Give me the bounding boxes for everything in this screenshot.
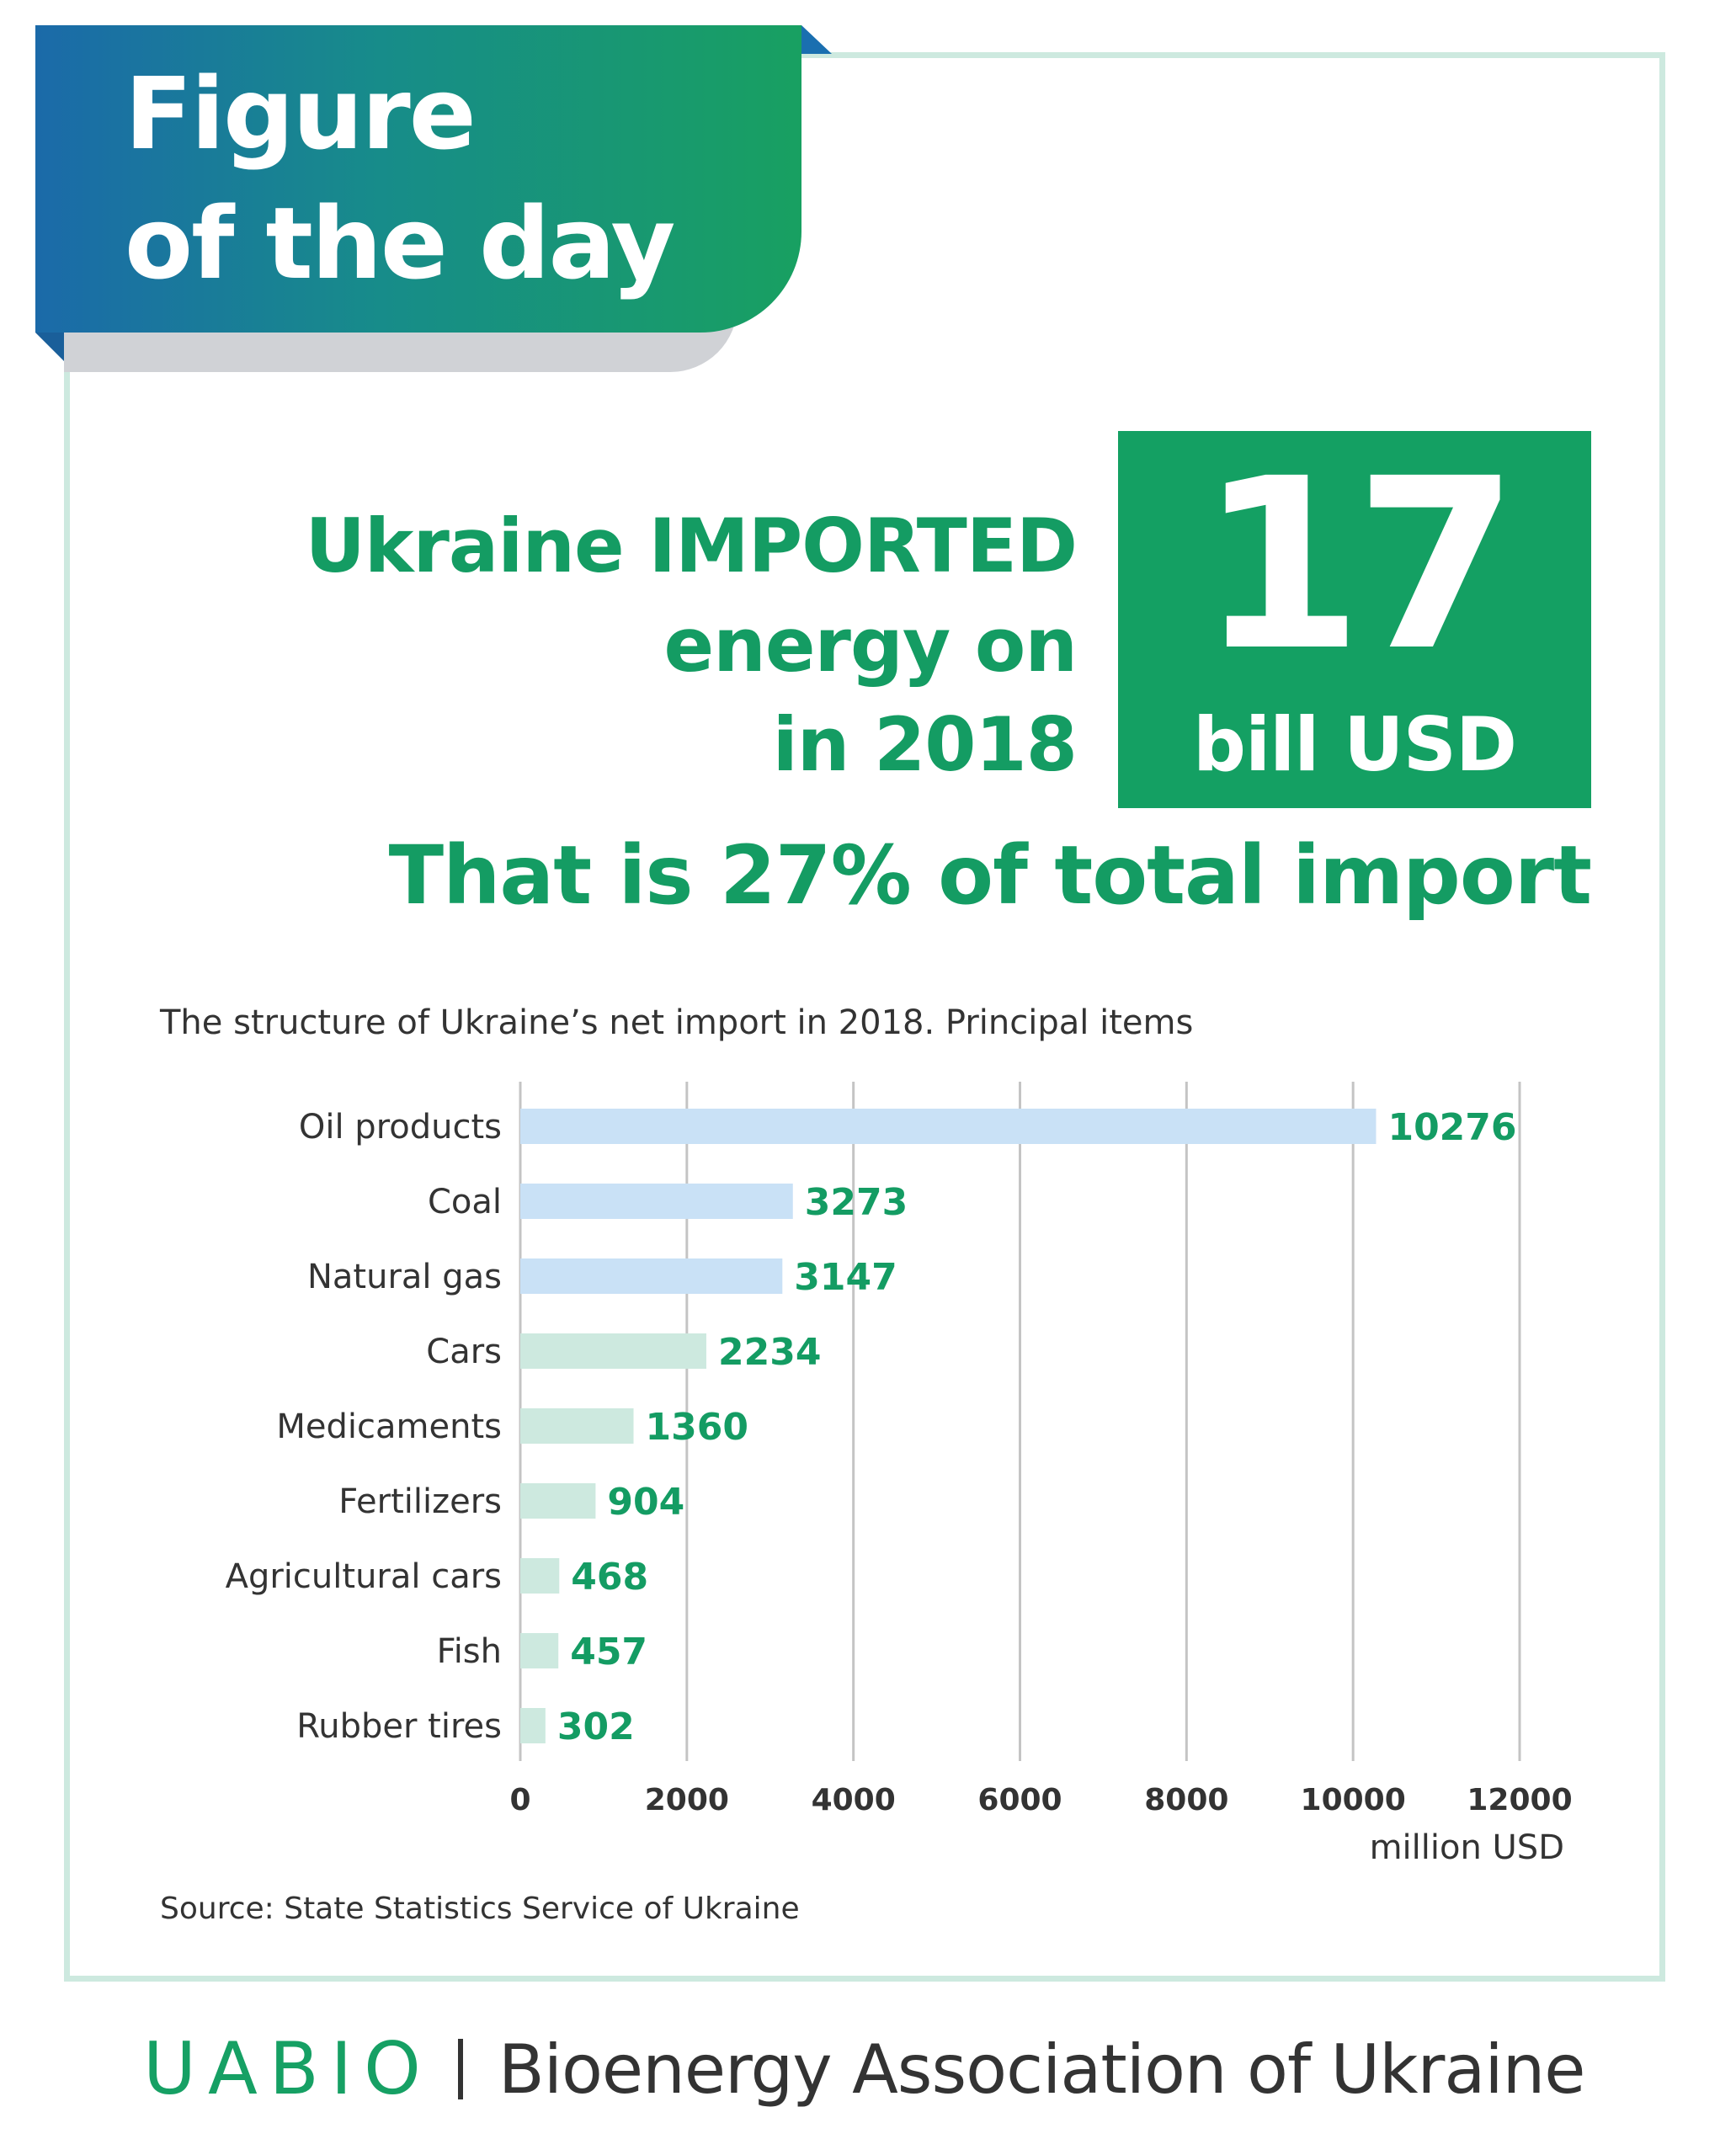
value-label: 2234 — [718, 1331, 821, 1374]
headline-line2: energy on — [663, 602, 1078, 689]
footer: UABIO Bioenergy Association of Ukraine — [143, 2019, 1585, 2120]
category-label: Medicaments — [276, 1407, 502, 1446]
category-label: Fish — [437, 1632, 502, 1671]
stat-box: 17 bill USD — [1118, 431, 1591, 808]
x-tick-label: 6000 — [977, 1783, 1062, 1817]
headline-line1: Ukraine IMPORTED — [305, 497, 1078, 596]
bar — [520, 1258, 783, 1294]
chart-title: The structure of Ukraine’s net import in… — [160, 1003, 1194, 1042]
x-tick-label: 10000 — [1301, 1783, 1406, 1817]
x-tick-label: 4000 — [812, 1783, 896, 1817]
category-label: Rubber tires — [296, 1707, 502, 1746]
value-label: 10276 — [1387, 1106, 1516, 1149]
figure-of-the-day-badge — [35, 25, 801, 333]
bar — [520, 1708, 546, 1743]
stat-unit: bill USD — [1192, 701, 1517, 788]
x-axis-label: million USD — [1370, 1828, 1564, 1867]
badge-title-line1: Figure — [125, 56, 477, 172]
category-label: Coal — [428, 1183, 502, 1221]
bar — [520, 1333, 706, 1369]
bar — [520, 1483, 596, 1519]
headline-line3: in 2018 — [772, 701, 1078, 788]
headline-line1-plain: Ukraine — [305, 503, 649, 589]
chart-category-labels: Oil products Coal Natural gas Cars Medicamen… — [226, 1108, 502, 1746]
category-label: Oil products — [299, 1108, 502, 1147]
category-label: Fertilizers — [338, 1482, 502, 1521]
headline: Ukraine IMPORTED energy on in 2018 — [305, 497, 1078, 795]
category-label: Agricultural cars — [226, 1557, 502, 1596]
headline-line1-bold: IMPORTED — [648, 503, 1078, 589]
badge-fold-corner-left — [35, 333, 64, 361]
source-note: Source: State Statistics Service of Ukra… — [160, 1892, 800, 1926]
value-label: 1360 — [646, 1406, 748, 1449]
uabio-logo: UABIO — [143, 2027, 433, 2111]
stat-value: 17 — [1199, 428, 1519, 703]
subheadline: That is 27% of total import — [388, 828, 1592, 923]
x-tick-label: 8000 — [1144, 1783, 1228, 1817]
value-label: 904 — [607, 1481, 684, 1524]
footer-divider — [457, 2039, 463, 2099]
value-label: 457 — [570, 1631, 647, 1673]
category-label: Cars — [426, 1333, 502, 1371]
chart-value-labels: 10276 3273 3147 2234 1360 904 468 457 302 — [557, 1106, 1517, 1748]
badge-title: Figure of the day — [125, 49, 675, 308]
bar — [520, 1109, 1377, 1144]
value-label: 468 — [571, 1556, 648, 1599]
badge-fold-corner — [801, 25, 832, 54]
x-tick-label: 12000 — [1467, 1783, 1572, 1817]
chart-tick-labels: 0 2000 4000 6000 8000 10000 12000 — [509, 1783, 1572, 1817]
bar — [520, 1408, 634, 1444]
value-label: 3147 — [794, 1256, 897, 1299]
badge-title-line2: of the day — [125, 185, 675, 301]
x-tick-label: 0 — [509, 1783, 530, 1817]
bar — [520, 1184, 793, 1219]
x-tick-label: 2000 — [645, 1783, 729, 1817]
bar — [520, 1558, 560, 1594]
content-frame — [64, 52, 1665, 1982]
chart-bars — [520, 1109, 1377, 1743]
category-label: Natural gas — [307, 1258, 502, 1296]
organization-name: Bioenergy Association of Ukraine — [498, 2030, 1586, 2109]
bar — [520, 1633, 559, 1668]
value-label: 3273 — [805, 1181, 908, 1224]
value-label: 302 — [557, 1705, 635, 1748]
